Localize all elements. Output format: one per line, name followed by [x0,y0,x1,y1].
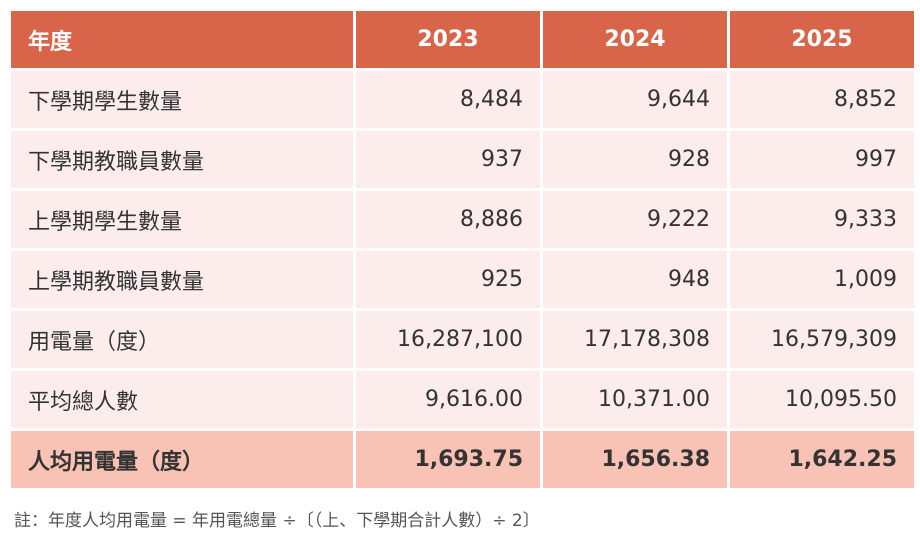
total-2024: 1,656.38 [543,431,727,488]
header-year: 年度 [11,11,353,68]
row-label: 平均總人數 [11,371,353,428]
header-2023: 2023 [356,11,540,68]
total-row: 人均用電量（度） 1,693.75 1,656.38 1,642.25 [11,431,914,488]
footnote: 註：年度人均用電量 = 年用電總量 ÷〔（上、下學期合計人數）÷ 2〕 [14,511,540,531]
cell-2025: 9,333 [730,191,914,248]
table-header-row: 年度 2023 2024 2025 [11,11,914,68]
table-row: 用電量（度） 16,287,100 17,178,308 16,579,309 [11,311,914,368]
cell-2025: 8,852 [730,71,914,128]
table-row: 上學期教職員數量 925 948 1,009 [11,251,914,308]
cell-2025: 16,579,309 [730,311,914,368]
table-row: 下學期學生數量 8,484 9,644 8,852 [11,71,914,128]
cell-2023: 8,886 [356,191,540,248]
electricity-table: 年度 2023 2024 2025 下學期學生數量 8,484 9,644 8,… [8,8,917,491]
cell-2025: 1,009 [730,251,914,308]
cell-2023: 8,484 [356,71,540,128]
header-2024: 2024 [543,11,727,68]
cell-2025: 997 [730,131,914,188]
header-2025: 2025 [730,11,914,68]
cell-2023: 925 [356,251,540,308]
total-2023: 1,693.75 [356,431,540,488]
cell-2023: 16,287,100 [356,311,540,368]
total-2025: 1,642.25 [730,431,914,488]
row-label: 上學期教職員數量 [11,251,353,308]
table-row: 上學期學生數量 8,886 9,222 9,333 [11,191,914,248]
cell-2023: 937 [356,131,540,188]
cell-2024: 9,222 [543,191,727,248]
total-label: 人均用電量（度） [11,431,353,488]
cell-2024: 17,178,308 [543,311,727,368]
cell-2024: 9,644 [543,71,727,128]
cell-2025: 10,095.50 [730,371,914,428]
cell-2024: 948 [543,251,727,308]
row-label: 用電量（度） [11,311,353,368]
cell-2023: 9,616.00 [356,371,540,428]
row-label: 下學期教職員數量 [11,131,353,188]
row-label: 下學期學生數量 [11,71,353,128]
table-row: 平均總人數 9,616.00 10,371.00 10,095.50 [11,371,914,428]
cell-2024: 928 [543,131,727,188]
table-row: 下學期教職員數量 937 928 997 [11,131,914,188]
cell-2024: 10,371.00 [543,371,727,428]
row-label: 上學期學生數量 [11,191,353,248]
